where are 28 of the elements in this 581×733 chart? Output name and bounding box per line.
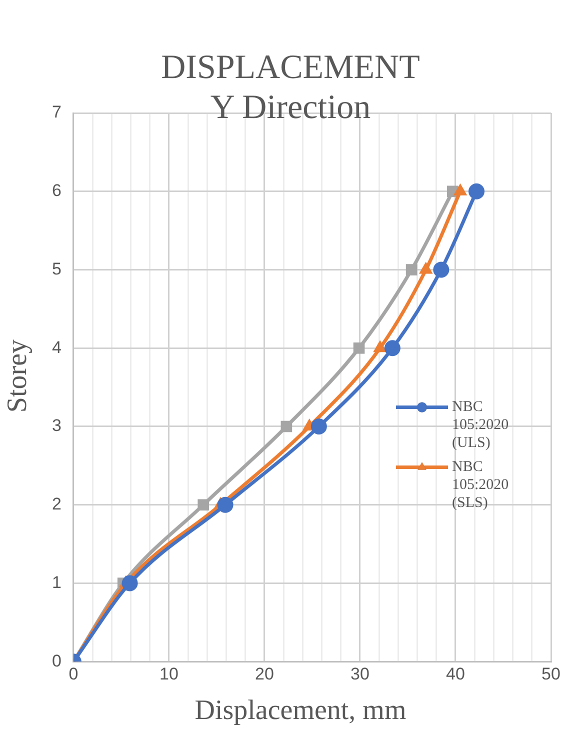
- x-tick-label: 20: [255, 664, 274, 684]
- point: [433, 262, 450, 278]
- y-axis-title: Storey: [2, 338, 34, 415]
- point: [310, 418, 327, 434]
- point: [217, 496, 234, 513]
- y-tick-label: 5: [52, 259, 62, 278]
- x-tick-label: 50: [542, 664, 560, 684]
- y-tick-label: 7: [52, 102, 62, 122]
- x-tick-label: 0: [68, 664, 78, 684]
- point: [468, 183, 485, 200]
- x-axis-title: Displacement, mm: [194, 695, 408, 727]
- point: [384, 340, 400, 356]
- y-tick-label: 0: [52, 651, 62, 670]
- chart-title: DISPLACEMENT Y Direction: [161, 49, 420, 126]
- point: [406, 264, 418, 276]
- point: [280, 420, 292, 432]
- x-tick-label: 40: [446, 664, 465, 684]
- legend-label: NBC 105:2020 (SLS): [452, 459, 509, 512]
- y-tick-label: 2: [52, 494, 62, 514]
- y-tick-label: 6: [52, 181, 62, 200]
- point: [353, 342, 365, 354]
- legend-label: NBC 105:2020 (ULS): [452, 399, 509, 452]
- y-tick-label: 3: [52, 416, 62, 436]
- point: [198, 499, 210, 511]
- y-tick-label: 1: [52, 572, 62, 592]
- y-tick-label: 4: [52, 338, 62, 357]
- x-tick-label: 30: [350, 664, 370, 684]
- x-tick-label: 10: [160, 664, 178, 684]
